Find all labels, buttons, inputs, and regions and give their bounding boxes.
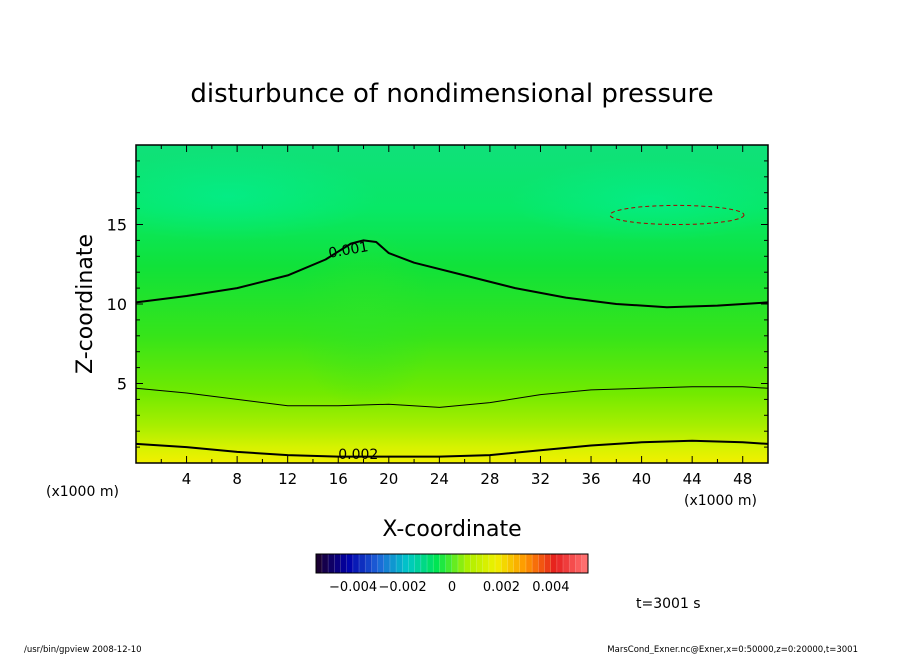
- colorbar-cell: [427, 554, 434, 573]
- x-tick-label: 24: [430, 470, 449, 488]
- x-tick-label: 48: [733, 470, 752, 488]
- colorbar-cell: [470, 554, 478, 573]
- contour-line-3: [609, 204, 745, 226]
- colorbar-cell: [563, 554, 570, 573]
- colorbar-cell: [408, 554, 416, 573]
- colorbar-cell: [439, 554, 447, 573]
- colorbar-cell: [365, 554, 372, 573]
- contour-line-0: [136, 239, 768, 309]
- colorbar-cell: [569, 554, 576, 573]
- colorbar-frame: [315, 553, 589, 574]
- colorbar-tick-label: 0.002: [483, 580, 520, 595]
- colorbar-cell: [402, 554, 410, 573]
- heatmap-feature-left: [136, 151, 378, 241]
- colorbar-cell: [544, 554, 552, 573]
- colorbar-cell: [371, 554, 379, 573]
- colorbar-cell: [334, 554, 342, 573]
- heatmap-feature-center: [295, 230, 435, 410]
- contour-label: 0.001: [327, 239, 369, 262]
- x-tick-label: 44: [683, 470, 702, 488]
- heatmap-feature-right: [510, 158, 768, 242]
- y-axis: 5 10 15: [107, 144, 768, 464]
- colorbar-cell: [507, 554, 515, 573]
- colorbar-cell: [346, 554, 354, 573]
- contour-labels: 0.001 0.002: [327, 239, 378, 463]
- colorbar-cell: [526, 554, 533, 573]
- plot-field: [136, 145, 768, 463]
- x-tick-label: 32: [531, 470, 550, 488]
- colorbar-cell: [538, 554, 546, 573]
- x-tick-label: 8: [232, 470, 242, 488]
- x-axis: 4 8 12 16 20 24 28 32 36 40 44 48: [135, 145, 769, 488]
- contour-line-2: [136, 439, 768, 458]
- colorbar-cell: [328, 554, 335, 573]
- colorbar-cell: [550, 554, 558, 573]
- colorbar-labels: −0.004 −0.002 0 0.002 0.004: [329, 580, 569, 595]
- colorbar-cell: [340, 554, 348, 573]
- time-label: t=3001 s: [636, 596, 701, 612]
- x-tick-label: 28: [480, 470, 499, 488]
- colorbar-cell: [476, 554, 484, 573]
- y-tick-label: 10: [107, 295, 127, 314]
- y-axis-label: Z-coordinate: [73, 234, 98, 374]
- colorbar-cell: [421, 554, 428, 573]
- colorbar-tick-label: 0.004: [532, 580, 569, 595]
- colorbar-cell: [359, 554, 366, 573]
- x-unit-right: (x1000 m): [684, 493, 757, 509]
- y-tick-label: 15: [107, 216, 127, 235]
- y-tick-label: 5: [117, 375, 127, 394]
- footer-right: MarsCond_Exner.nc@Exner,x=0:50000,z=0:20…: [607, 645, 858, 654]
- footer-left: /usr/bin/gpview 2008-12-10: [24, 645, 142, 654]
- colorbar-cell: [482, 554, 490, 573]
- colorbar-cell: [353, 554, 360, 573]
- chart-title: disturbunce of nondimensional pressure: [190, 79, 713, 109]
- contour-layer: [136, 204, 768, 458]
- colorbar-cell: [390, 554, 397, 573]
- x-tick-label: 20: [379, 470, 398, 488]
- contour-label: 0.002: [338, 447, 378, 463]
- colorbar-cell: [316, 554, 323, 573]
- colorbar: −0.004 −0.002 0 0.002 0.004: [315, 553, 589, 595]
- colorbar-cell: [452, 554, 459, 573]
- x-tick-label: 40: [632, 470, 651, 488]
- colorbar-cells: [316, 554, 589, 573]
- colorbar-cell: [557, 554, 564, 573]
- colorbar-cell: [495, 554, 502, 573]
- colorbar-cell: [581, 554, 589, 573]
- x-tick-label: 16: [329, 470, 348, 488]
- colorbar-cell: [532, 554, 539, 573]
- colorbar-tick-label: −0.004: [329, 580, 377, 595]
- colorbar-cell: [575, 554, 583, 573]
- colorbar-cell: [377, 554, 385, 573]
- colorbar-cell: [384, 554, 391, 573]
- colorbar-cell: [445, 554, 453, 573]
- x-tick-label: 36: [581, 470, 600, 488]
- x-tick-label: 4: [182, 470, 192, 488]
- colorbar-cell: [489, 554, 496, 573]
- colorbar-cell: [458, 554, 465, 573]
- colorbar-cell: [464, 554, 471, 573]
- colorbar-cell: [396, 554, 403, 573]
- colorbar-cell: [513, 554, 521, 573]
- contour-line-1: [136, 386, 768, 408]
- x-axis-label: X-coordinate: [382, 517, 521, 542]
- x-tick-label: 12: [278, 470, 297, 488]
- colorbar-cell: [322, 554, 329, 573]
- colorbar-tick-label: −0.002: [378, 580, 426, 595]
- colorbar-cell: [433, 554, 440, 573]
- x-unit-left: (x1000 m): [46, 484, 119, 500]
- colorbar-tick-label: 0: [448, 580, 456, 595]
- colorbar-cell: [414, 554, 422, 573]
- colorbar-cell: [520, 554, 527, 573]
- colorbar-cell: [501, 554, 508, 573]
